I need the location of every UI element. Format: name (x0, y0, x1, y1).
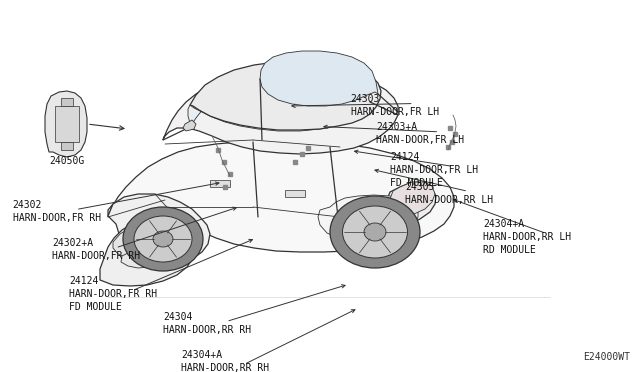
Polygon shape (260, 51, 378, 106)
Polygon shape (106, 194, 210, 270)
Polygon shape (108, 141, 454, 252)
Text: 24303
HARN-DOOR,FR LH: 24303 HARN-DOOR,FR LH (351, 94, 439, 117)
Text: 24124
HARN-DOOR,FR LH
FD MODULE: 24124 HARN-DOOR,FR LH FD MODULE (390, 152, 479, 188)
Text: 24305
HARN-DOOR,RR LH: 24305 HARN-DOOR,RR LH (405, 182, 493, 205)
Text: 24304+A
HARN-DOOR,RR LH
RD MODULE: 24304+A HARN-DOOR,RR LH RD MODULE (483, 219, 572, 255)
Polygon shape (113, 225, 180, 260)
Ellipse shape (364, 223, 386, 241)
Text: 24050G: 24050G (49, 156, 84, 166)
Polygon shape (163, 70, 398, 154)
Polygon shape (45, 91, 87, 157)
Ellipse shape (330, 196, 420, 268)
Polygon shape (55, 106, 79, 142)
Polygon shape (121, 250, 160, 268)
Polygon shape (100, 219, 195, 286)
Polygon shape (390, 182, 435, 216)
Polygon shape (61, 98, 73, 106)
Text: E24000WT: E24000WT (583, 352, 630, 362)
Text: 24304
HARN-DOOR,RR RH: 24304 HARN-DOOR,RR RH (163, 312, 252, 335)
Polygon shape (61, 142, 73, 150)
Text: 24304+A
HARN-DOOR,RR RH
RD MODULE: 24304+A HARN-DOOR,RR RH RD MODULE (181, 350, 269, 372)
Ellipse shape (123, 207, 203, 271)
Text: 24303+A
HARN-DOOR,FR LH: 24303+A HARN-DOOR,FR LH (376, 122, 465, 145)
Text: 24302
HARN-DOOR,FR RH: 24302 HARN-DOOR,FR RH (13, 200, 101, 223)
Text: 24124
HARN-DOOR,FR RH
FD MODULE: 24124 HARN-DOOR,FR RH FD MODULE (69, 276, 157, 312)
Ellipse shape (153, 231, 173, 247)
Polygon shape (190, 61, 381, 130)
Polygon shape (210, 180, 230, 187)
Text: 24302+A
HARN-DOOR,FR RH: 24302+A HARN-DOOR,FR RH (52, 238, 141, 261)
Polygon shape (188, 75, 370, 131)
Ellipse shape (342, 206, 408, 258)
Polygon shape (385, 182, 436, 227)
Ellipse shape (134, 216, 192, 262)
Polygon shape (285, 190, 305, 197)
Polygon shape (318, 195, 418, 241)
Polygon shape (183, 120, 196, 131)
